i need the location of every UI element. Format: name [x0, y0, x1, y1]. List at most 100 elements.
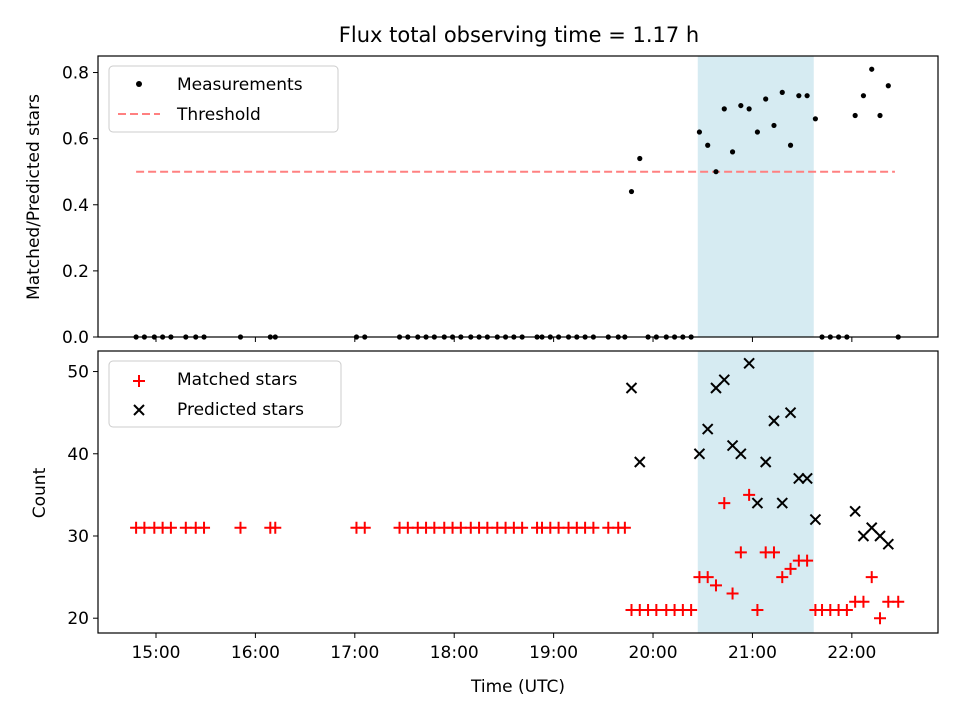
- predicted-star-point: [849, 505, 861, 518]
- matched-star-point: [767, 546, 780, 559]
- measurement-point: [869, 66, 875, 72]
- predicted-star-point: [743, 357, 755, 370]
- measurement-point: [628, 188, 635, 195]
- measurement-point: [637, 155, 643, 162]
- measurement-point: [860, 93, 867, 99]
- predicted-star-point: [776, 497, 788, 509]
- matched-star-point: [743, 488, 756, 501]
- matched-star-point: [734, 546, 747, 559]
- predicted-star-point: [768, 415, 780, 427]
- measurement-point: [705, 142, 711, 148]
- measurement-point: [721, 106, 727, 112]
- bottom-axes-frame: [97, 350, 939, 634]
- matched-star-point: [784, 562, 797, 575]
- bottom-ytick-label: 50: [67, 363, 89, 383]
- matched-star-point: [726, 587, 739, 600]
- predicted-star-point: [735, 448, 747, 460]
- matched-star-point: [234, 521, 247, 534]
- legend-threshold-label: Threshold: [176, 105, 261, 125]
- bottom-panel: 20 30 40 50 15:00 16:00 17:00 18:00 19:00 20:00 2…: [30, 350, 939, 697]
- matched-star-point: [164, 521, 177, 534]
- xtick-label: 20:00: [629, 643, 678, 663]
- legend-matched-marker: [133, 375, 145, 387]
- xtick-label: 15:00: [131, 643, 180, 663]
- measurement-point: [713, 169, 719, 175]
- bottom-legend-box: [108, 360, 342, 428]
- xtick-label: 17:00: [330, 643, 379, 663]
- bottom-ytick-label: 20: [67, 609, 89, 629]
- top-legend-box: [108, 65, 339, 133]
- predicted-star-point: [693, 448, 706, 460]
- top-shaded-span: [697, 56, 814, 337]
- matched-star-point: [865, 571, 878, 584]
- x-axis-label: Time (UTC): [470, 677, 565, 697]
- predicted-star-point: [718, 374, 730, 386]
- matched-star-point: [892, 595, 905, 608]
- predicted-star-point: [625, 382, 638, 394]
- matched-star-point: [801, 554, 814, 567]
- xtick-label: 21:00: [728, 643, 777, 663]
- matched-star-point: [618, 521, 631, 534]
- legend-measurements-label: Measurements: [177, 75, 303, 95]
- legend-predicted-label: Predicted stars: [177, 400, 304, 420]
- matched-star-point: [751, 603, 764, 616]
- measurement-point: [746, 106, 752, 112]
- bottom-y-axis-label: Count: [30, 467, 50, 518]
- predicted-star-point: [634, 456, 646, 468]
- matched-star-point: [516, 521, 529, 534]
- legend-predicted-marker: [133, 404, 145, 416]
- top-axes-frame: [97, 55, 939, 338]
- xtick-label: 16:00: [231, 643, 280, 663]
- measurement-point: [729, 149, 736, 155]
- matched-star-point: [269, 521, 282, 534]
- top-ytick-label: 0.2: [62, 262, 89, 282]
- measurement-point: [796, 93, 802, 99]
- top-ytick-label: 0.4: [62, 196, 89, 216]
- top-ytick-label: 0.8: [62, 64, 89, 84]
- top-ytick-label: 0.6: [62, 130, 89, 150]
- measurement-point: [763, 96, 769, 102]
- matched-star-point: [776, 571, 789, 584]
- matched-star-point: [198, 521, 211, 534]
- legend-measurements-marker: [136, 81, 142, 87]
- predicted-star-point: [793, 472, 805, 485]
- predicted-star-point: [751, 497, 764, 509]
- measurement-point: [696, 129, 703, 135]
- bottom-ytick-label: 40: [67, 445, 89, 465]
- measurement-point: [852, 112, 858, 119]
- matched-star-point: [718, 497, 731, 510]
- chart-title: Flux total observing time = 1.17 h: [339, 23, 699, 47]
- measurement-point: [787, 142, 794, 148]
- matched-star-point: [701, 571, 714, 584]
- matched-star-point: [587, 521, 600, 534]
- measurement-point: [877, 112, 883, 119]
- xtick-label: 22:00: [827, 643, 876, 663]
- matched-star-point: [358, 521, 371, 534]
- predicted-star-point: [784, 406, 797, 419]
- matched-star-point: [685, 603, 698, 616]
- matched-star-point: [709, 579, 722, 592]
- legend-matched-label: Matched stars: [177, 370, 297, 390]
- xtick-label: 18:00: [430, 643, 479, 663]
- matched-star-point: [874, 612, 887, 625]
- predicted-star-point: [809, 513, 822, 526]
- bottom-ytick-label: 30: [67, 527, 89, 547]
- measurement-point: [885, 83, 891, 89]
- top-y-axis-label: Matched/Predicted stars: [24, 94, 44, 300]
- measurement-point: [754, 129, 761, 135]
- measurement-point: [812, 116, 818, 122]
- measurement-point: [771, 122, 777, 129]
- top-ytick-label: 0.0: [62, 328, 89, 348]
- predicted-star-point: [882, 538, 895, 550]
- matched-star-point: [857, 595, 870, 608]
- measurement-point: [738, 102, 744, 109]
- matched-star-point: [840, 603, 853, 616]
- predicted-star-point: [801, 472, 813, 485]
- top-legend: Measurements Threshold: [108, 65, 339, 133]
- predicted-star-point: [701, 423, 714, 435]
- xtick-label: 19:00: [529, 643, 578, 663]
- measurement-point: [804, 93, 810, 99]
- top-panel: 0.00.20.40.60.8 Matched/Predicted stars …: [24, 55, 939, 348]
- measurement-point: [779, 89, 785, 95]
